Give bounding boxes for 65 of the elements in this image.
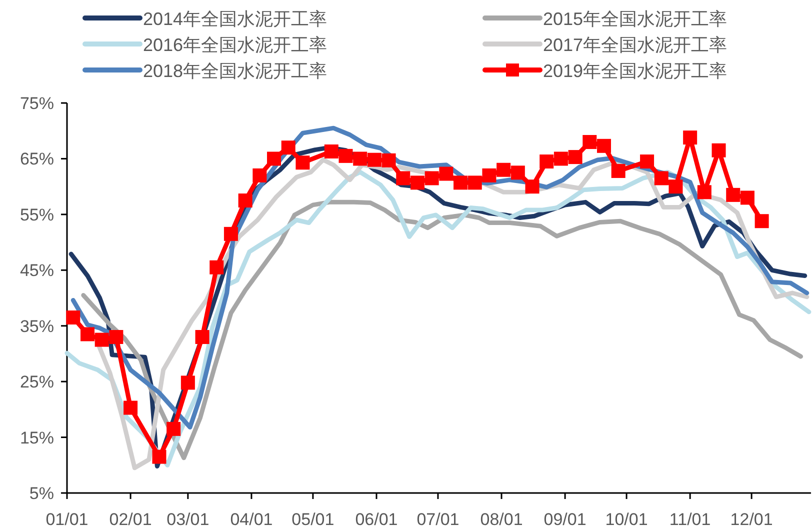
point (568, 150, 582, 164)
point (410, 176, 424, 190)
y-tick-label: 15% (20, 428, 54, 448)
legend-label: 2019年全国水泥开工率 (543, 61, 728, 81)
point (611, 164, 626, 178)
x-tick-label: 03/01 (166, 510, 210, 529)
point (510, 166, 525, 180)
point (525, 180, 540, 194)
point (338, 148, 353, 163)
legend-label: 2015年全国水泥开工率 (543, 9, 728, 29)
legend-label: 2016年全国水泥开工率 (143, 35, 328, 55)
point (496, 162, 511, 177)
x-tick-label: 08/01 (480, 510, 523, 529)
x-tick-label: 12/01 (730, 510, 773, 529)
x-tick-label: 11/01 (669, 510, 711, 529)
y-tick-label: 75% (20, 94, 54, 113)
point (296, 156, 310, 170)
point (454, 176, 468, 190)
x-tick-label: 06/01 (355, 510, 398, 529)
legend-label: 2014年全国水泥开工率 (143, 9, 328, 29)
point (353, 152, 368, 166)
point (668, 180, 683, 194)
point (640, 154, 654, 168)
point (267, 152, 282, 166)
x-tick-label: 02/01 (109, 510, 152, 529)
x-tick-label: 10/01 (605, 510, 648, 529)
x-tick-label: 01/01 (46, 510, 88, 529)
y-tick-label: 65% (20, 150, 54, 169)
point (654, 171, 668, 186)
point (482, 168, 496, 182)
point (540, 154, 554, 168)
point (582, 135, 597, 149)
y-tick-label: 25% (20, 372, 54, 392)
point (554, 152, 568, 166)
point (596, 138, 611, 153)
y-tick-label: 55% (20, 205, 54, 224)
point (712, 143, 726, 158)
point (726, 188, 740, 202)
point (252, 168, 267, 182)
point (281, 140, 296, 155)
point (195, 330, 210, 344)
point (683, 130, 698, 145)
point (468, 176, 482, 190)
y-tick-label: 35% (20, 316, 54, 336)
y-tick-label: 45% (20, 261, 54, 280)
point (238, 194, 252, 208)
x-tick-label: 07/01 (416, 510, 460, 529)
point (180, 376, 195, 390)
y-tick-label: 5% (29, 484, 54, 503)
point (324, 144, 338, 158)
point (224, 226, 238, 241)
point (439, 166, 454, 181)
point (367, 152, 382, 167)
point (210, 260, 224, 274)
x-tick-label: 04/01 (230, 510, 273, 529)
x-tick-label: 09/01 (544, 510, 586, 529)
point (396, 171, 410, 186)
legend-label: 2018年全国水泥开工率 (143, 61, 328, 81)
x-tick-label: 05/01 (292, 510, 334, 529)
point (754, 214, 769, 228)
point (697, 185, 712, 200)
point (740, 190, 754, 205)
legend-label: 2017年全国水泥开工率 (543, 35, 728, 55)
point (382, 153, 396, 168)
point (424, 171, 439, 186)
